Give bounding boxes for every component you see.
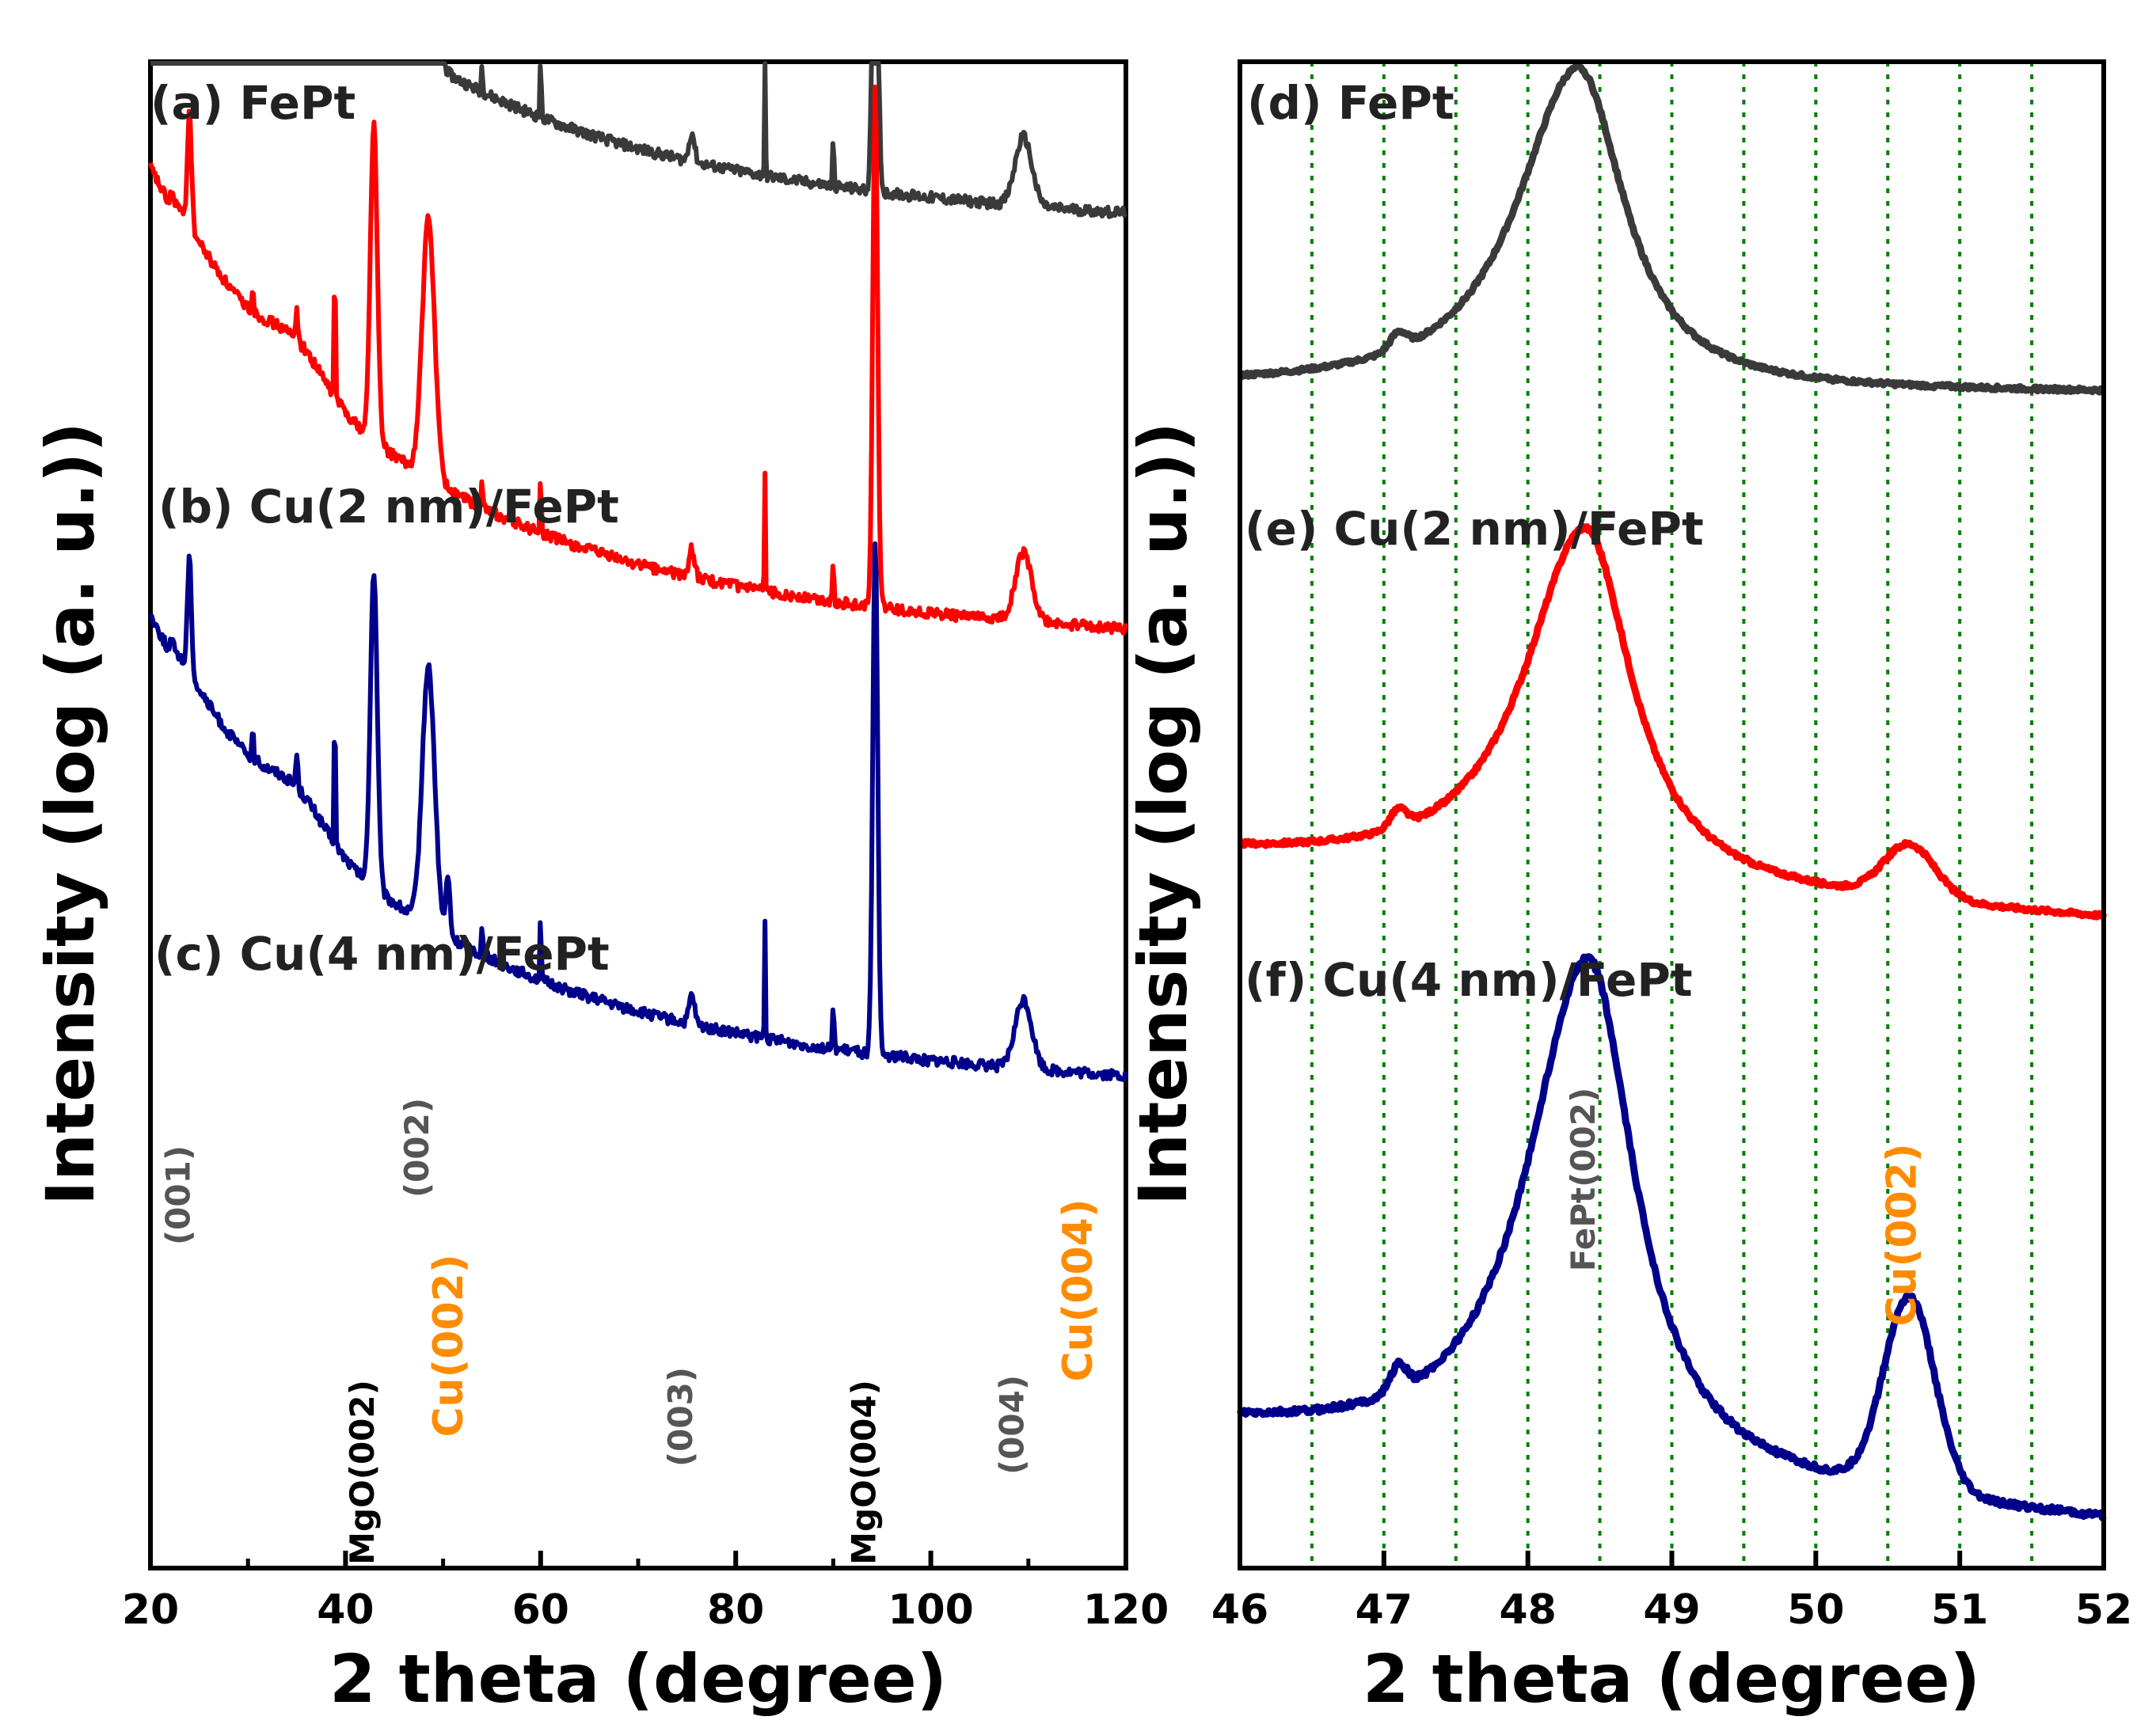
left-plot-frame [148,59,1128,1570]
left-x-tick-label: 120 [1083,1586,1169,1634]
left-peak-label: (003) [661,1367,700,1467]
right-x-tick-label: 49 [1643,1586,1700,1634]
right-x-tick-label: 50 [1787,1586,1844,1634]
right-x-tick-label: 46 [1211,1586,1268,1634]
left-series-line-0 [149,61,1128,219]
right-y-axis-title: Intensity (log (a. u.)) [1124,422,1202,1206]
right-x-axis-title: 2 theta (degree) [1363,1640,1980,1718]
left-peak-annotations: (001) (002) (003) (004) MgO(002) MgO(004) Cu(0… [158,1098,1102,1565]
right-x-tick-label: 51 [1931,1586,1988,1634]
left-x-tick-label: 60 [512,1586,569,1634]
right-panel-label-e: (e) Cu(2 nm)/FePt [1245,502,1704,556]
right-series-line-2 [1236,953,2107,1521]
left-panel: 20 40 60 80 100 120 (001) (002) (003) (004) MgO(0… [32,59,1169,1718]
left-peak-label: MgO(004) [844,1380,883,1565]
left-x-tick-label: 100 [888,1586,974,1634]
right-panel-label-d: (d) FePt [1247,76,1454,130]
left-peak-label: (001) [158,1145,197,1245]
left-peak-label: MgO(002) [343,1380,382,1565]
right-panel: 46 47 48 49 50 51 52 FePt(002) Cu(002) (d) FePt… [1124,59,2132,1718]
right-series-group [1236,63,2108,1521]
left-peak-label: (002) [397,1098,436,1198]
right-peak-label: Cu(002) [1879,1143,1926,1326]
left-series-line-1 [148,84,1128,636]
right-series-line-0 [1238,63,2106,396]
left-x-tick-label: 40 [317,1586,374,1634]
right-peak-label: FePt(002) [1564,1088,1603,1271]
left-panel-label-a: (a) FePt [150,76,356,130]
right-panel-label-f: (f) Cu(4 nm)/FePt [1245,953,1693,1007]
left-peak-label: Cu(002) [425,1254,473,1437]
right-peak-annotations: FePt(002) Cu(002) [1564,1088,1926,1327]
right-x-tick-label: 52 [2075,1586,2132,1634]
left-x-tick-label: 20 [122,1586,179,1634]
right-series-line-1 [1238,522,2108,921]
left-x-ticks: 20 40 60 80 100 120 [122,1551,1169,1634]
left-peak-label: Cu(004) [1055,1198,1102,1381]
left-x-tick-label: 80 [707,1586,764,1634]
left-series-line-2 [148,541,1128,1082]
left-panel-label-b: (b) Cu(2 nm)/FePt [158,480,619,534]
right-x-ticks: 46 47 48 49 50 51 52 [1211,1551,2132,1634]
left-y-axis-title: Intensity (log (a. u.)) [32,422,109,1206]
right-x-tick-label: 47 [1356,1586,1413,1634]
left-x-axis-title: 2 theta (degree) [329,1640,947,1718]
left-peak-label: (004) [993,1375,1032,1475]
right-x-tick-label: 48 [1499,1586,1556,1634]
left-panel-label-c: (c) Cu(4 nm)/FePt [154,927,610,981]
left-series-group [148,61,1128,1082]
